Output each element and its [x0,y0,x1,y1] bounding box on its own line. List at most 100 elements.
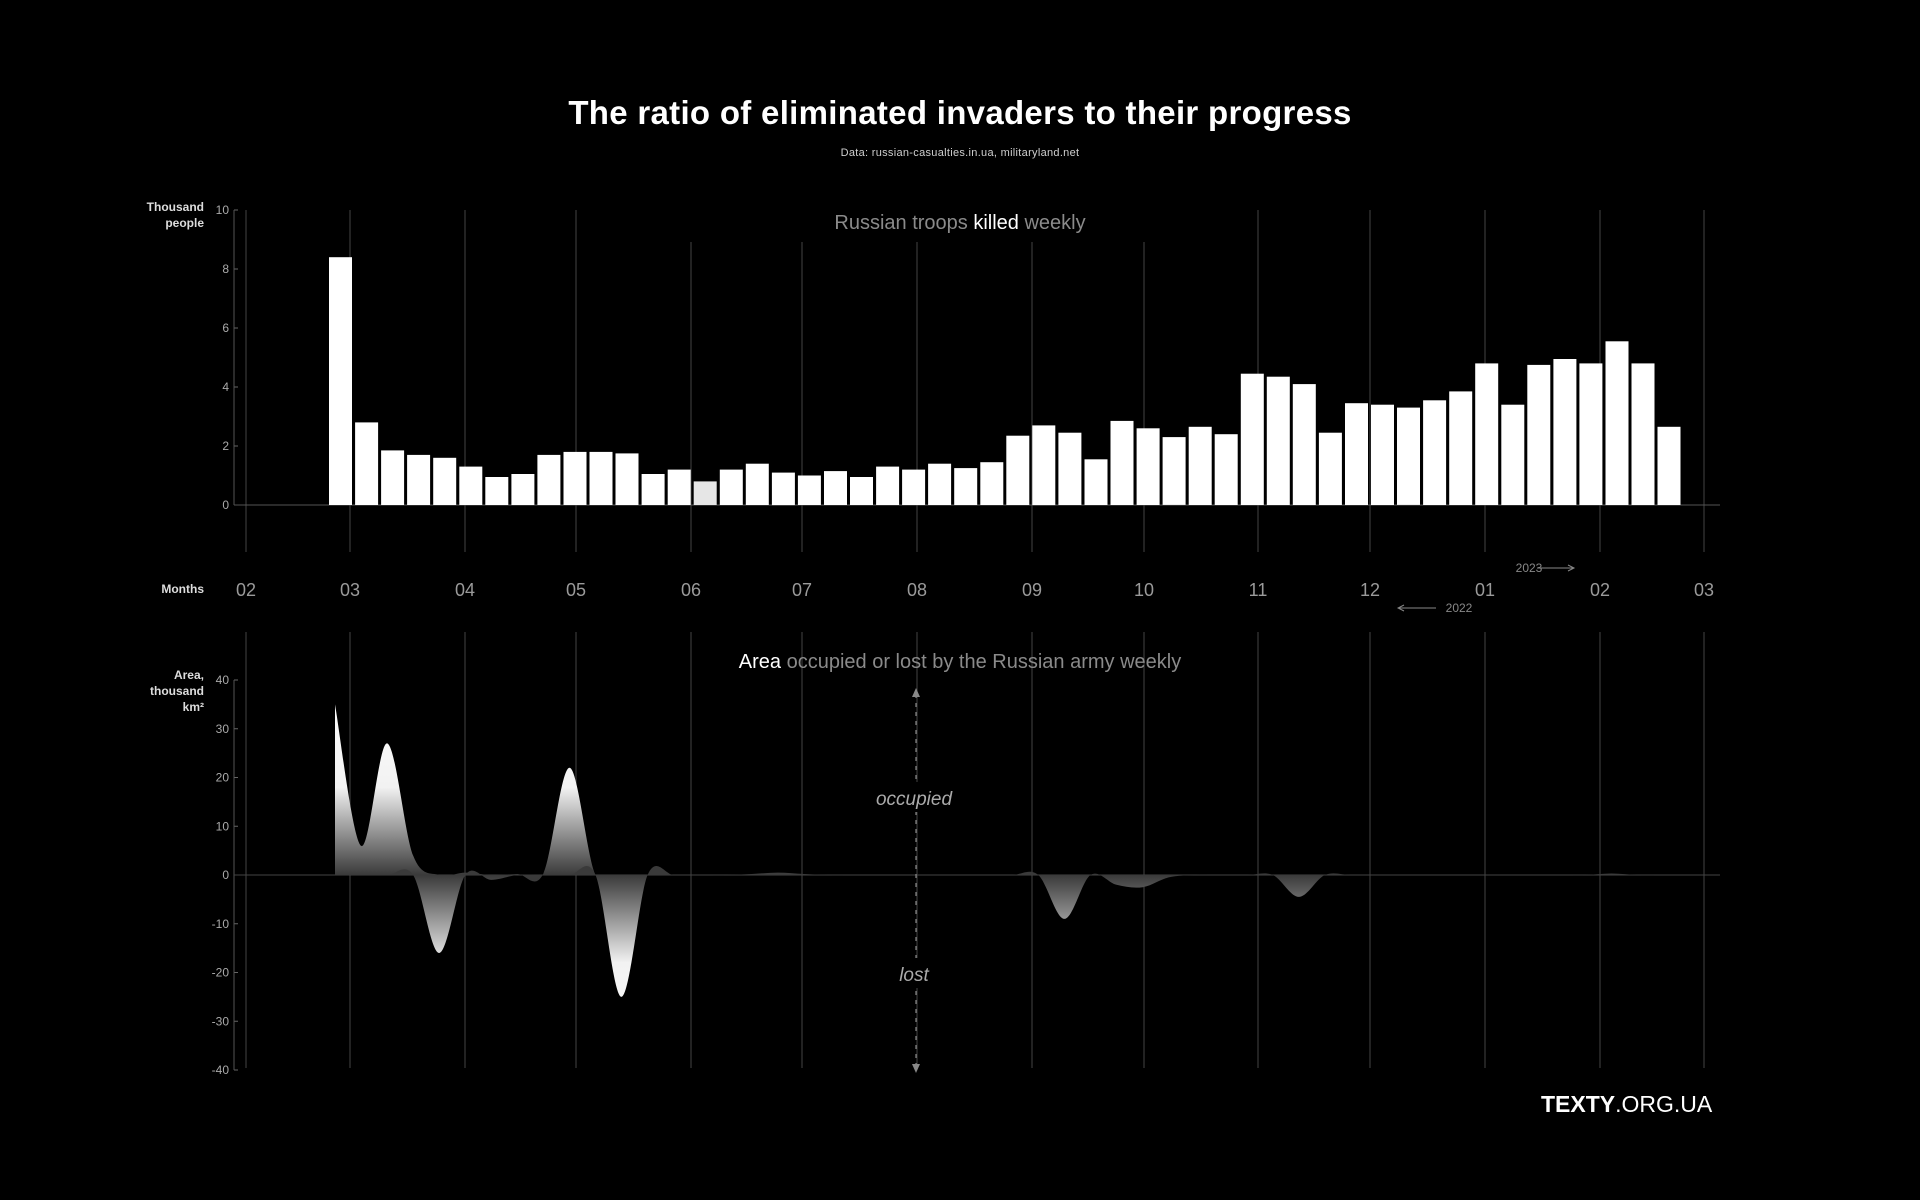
arrow-down-icon [912,1064,920,1073]
bottom-y-tick-label: 30 [216,722,230,736]
year-2023-arrowhead-icon [1567,564,1576,572]
bar [381,450,405,505]
month-label: 03 [340,580,360,600]
bar [615,453,639,505]
chart-title: The ratio of eliminated invaders to thei… [568,94,1352,131]
bar [928,463,952,505]
year-2022-label: 2022 [1446,601,1473,615]
bar [1579,363,1603,505]
top-title-part1: Russian troops [834,212,973,234]
bar [1605,341,1629,505]
month-labels: 02 03 04 05 06 07 08 09 10 11 12 01 02 03 [236,580,1714,600]
top-ylabel-line2: people [165,216,204,230]
bottom-y-tick-label: -10 [212,917,230,931]
bar [485,477,509,505]
bar [1553,359,1577,505]
bottom-y-tick-label: -40 [212,1063,230,1077]
brand-logo[interactable]: TEXTY.ORG.UA [1541,1091,1712,1118]
year-2023-label: 2023 [1516,561,1543,575]
bar [1657,426,1681,505]
bar [1449,391,1473,505]
bars [329,257,1681,506]
bar [1188,426,1212,505]
bar [1371,404,1394,505]
bar [902,469,926,505]
bar [824,471,847,505]
bar [355,422,379,505]
bar [1631,363,1655,505]
bar [1423,400,1447,505]
bar [1084,459,1108,505]
bar [641,474,665,505]
bottom-ylabel-line3: km² [183,700,204,714]
month-label: 05 [566,580,586,600]
bar [589,451,613,505]
occupied-annotation: occupied [876,789,953,810]
top-title-part3: weekly [1019,212,1086,234]
months-label: Months [161,582,204,596]
bar [797,475,821,505]
gridlines [245,210,1705,1068]
bar [329,257,352,505]
month-label: 12 [1360,580,1380,600]
month-label: 02 [236,580,256,600]
month-label: 06 [681,580,701,600]
bar [1397,407,1420,505]
month-label: 08 [907,580,927,600]
top-y-tick-label: 0 [222,498,229,512]
brand-bold: TEXTY [1541,1091,1616,1117]
bar [1501,404,1525,505]
bar [433,457,457,505]
bottom-title-highlight: Area [739,651,782,673]
bar [1162,437,1186,505]
month-label: 01 [1475,580,1495,600]
bar [459,466,483,505]
month-label: 04 [455,580,475,600]
top-y-tick-label: 2 [222,439,229,453]
bar [1006,435,1030,505]
bar [745,463,769,505]
bar [1032,425,1056,506]
bottom-ylabel-line2: thousand [150,684,204,698]
bar [1240,373,1264,505]
brand-rest: .ORG.UA [1615,1091,1713,1117]
bar [1058,432,1082,505]
chart-source: Data: russian-casualties.in.ua, military… [840,147,1080,159]
bottom-title-rest: occupied or lost by the Russian army wee… [781,651,1181,673]
lost-annotation: lost [899,965,929,986]
bottom-y-tick-label: -30 [212,1014,230,1028]
bar [511,474,535,505]
bar [876,466,900,505]
top-chart-title: Russian troops killed weekly [834,212,1085,234]
bottom-y-tick-label: -20 [212,966,230,980]
top-y-tick-label: 4 [222,380,229,394]
top-y-tick-label: 6 [222,321,229,335]
top-y-axis: 10 8 6 4 2 0 [216,203,238,512]
month-label: 07 [792,580,812,600]
bar [980,462,1004,505]
occupied-label-bg [860,782,972,812]
bar [954,468,978,505]
bar [771,472,795,506]
bar [1136,428,1160,505]
bottom-y-tick-label: 40 [216,673,230,687]
top-y-tick-label: 8 [222,262,229,276]
lost-label-bg [880,958,950,988]
year-2022-arrowhead-icon [1396,604,1405,612]
bar [563,451,587,505]
area-lost [335,865,1664,997]
bottom-y-tick-label: 0 [222,868,229,882]
arrow-up-icon [912,688,920,697]
bottom-y-tick-label: 10 [216,819,230,833]
bar [1214,434,1238,505]
month-label: 03 [1694,580,1714,600]
bottom-y-tick-label: 20 [216,771,230,785]
month-label: 02 [1590,580,1610,600]
month-label: 09 [1022,580,1042,600]
bar [719,469,743,505]
month-label: 11 [1249,580,1268,600]
bar [1475,363,1499,505]
bottom-chart-title: Area occupied or lost by the Russian arm… [739,651,1181,673]
bar [1527,364,1551,505]
